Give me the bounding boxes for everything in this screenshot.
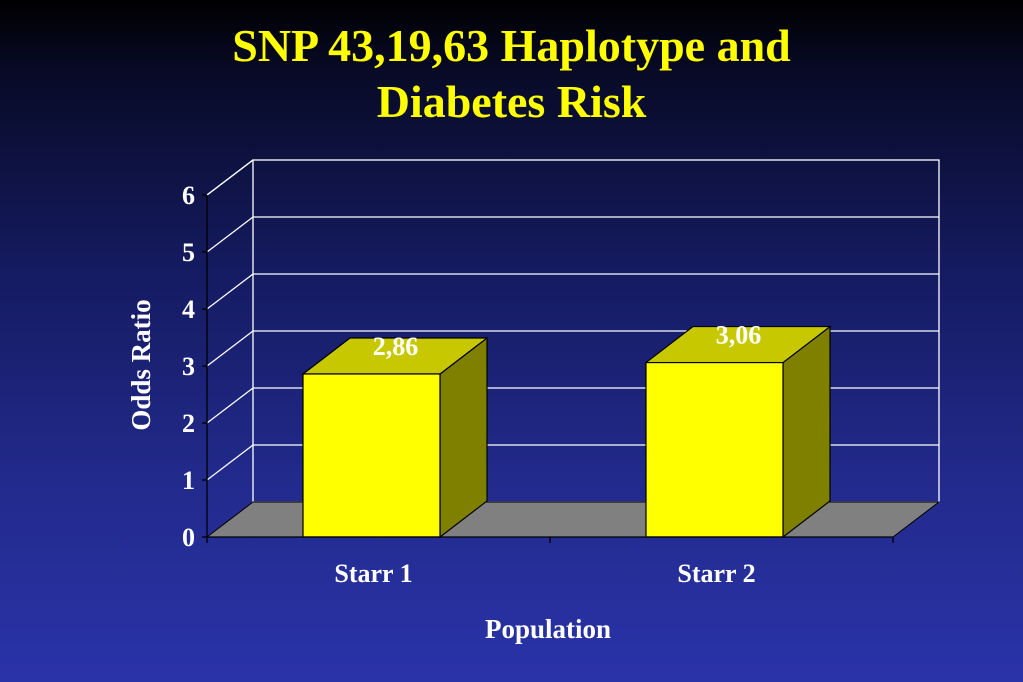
side-gridline bbox=[206, 444, 254, 481]
y-tick-label: 1 bbox=[182, 466, 195, 495]
bar-1 bbox=[301, 336, 489, 539]
side-gridline bbox=[206, 159, 254, 196]
bar-side bbox=[782, 325, 831, 539]
y-axis-title: Odds Ratio bbox=[126, 299, 156, 430]
x-tick-label: Starr 2 bbox=[677, 559, 755, 588]
x-tick-label: Starr 1 bbox=[334, 559, 412, 588]
side-gridline bbox=[206, 330, 254, 367]
data-label: 2,86 bbox=[373, 332, 419, 361]
bar-front bbox=[645, 361, 784, 538]
y-tick-label: 4 bbox=[182, 295, 195, 324]
y-tick-label: 0 bbox=[182, 523, 195, 552]
y-tick-label: 6 bbox=[182, 181, 195, 210]
axes: 0 1 2 3 4 5 6 bbox=[182, 181, 894, 552]
side-gridline bbox=[206, 216, 254, 253]
bars bbox=[301, 325, 832, 539]
side-gridline bbox=[206, 387, 254, 424]
side-gridline bbox=[206, 273, 254, 310]
bar-front bbox=[302, 373, 441, 538]
bar-2 bbox=[644, 325, 832, 539]
slide-title-line-2: Diabetes Risk bbox=[376, 76, 647, 127]
y-tick-label: 2 bbox=[182, 409, 195, 438]
slide-title-line-1: SNP 43,19,63 Haplotype and bbox=[232, 20, 791, 71]
y-tick-label: 3 bbox=[182, 352, 195, 381]
y-tick-label: 5 bbox=[182, 238, 195, 267]
slide-title: SNP 43,19,63 Haplotype and Diabetes Risk bbox=[0, 18, 1023, 130]
x-axis-title: Population bbox=[485, 614, 611, 644]
data-label: 3,06 bbox=[716, 321, 762, 350]
labels: 2,86 Starr 1 3,06 Starr 2 bbox=[334, 321, 761, 588]
